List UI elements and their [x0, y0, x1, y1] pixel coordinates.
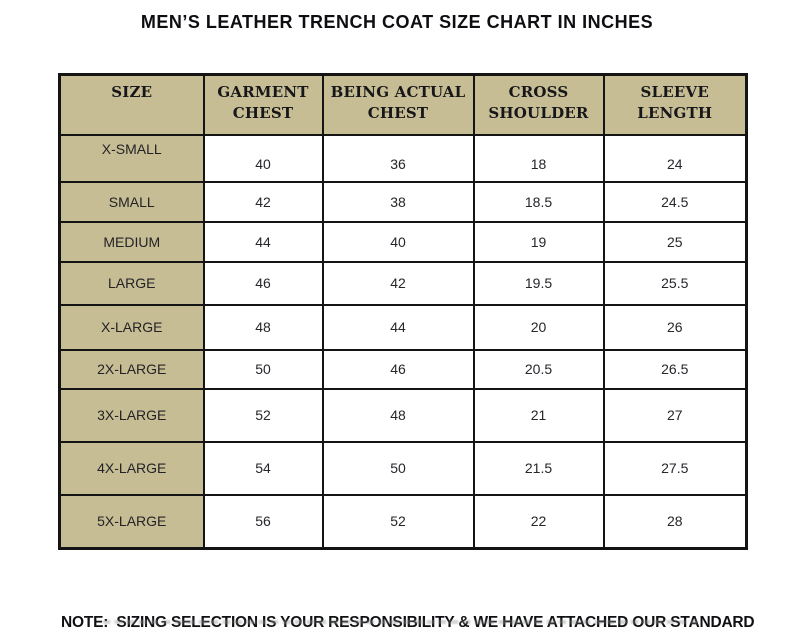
sleeve-length-cell: 26.5: [602, 348, 748, 390]
size-chart-table: SIZE GARMENT CHEST BEING ACTUAL CHEST CR…: [58, 73, 748, 550]
size-label-cell: X-LARGE: [58, 303, 205, 351]
column-header-sleeve-length: SLEEVE LENGTH: [602, 73, 748, 136]
cross-shoulder-cell: 20.5: [472, 348, 605, 390]
sleeve-length-cell: 24: [602, 133, 748, 183]
column-header-garment-chest: GARMENT CHEST: [202, 73, 324, 136]
sleeve-length-cell: 26: [602, 303, 748, 351]
actual-chest-cell: 38: [321, 180, 475, 223]
sleeve-length-cell: 25.5: [602, 260, 748, 306]
garment-chest-cell: 46: [202, 260, 324, 306]
cross-shoulder-cell: 21: [472, 387, 605, 443]
actual-chest-cell: 44: [321, 303, 475, 351]
sleeve-length-cell: 24.5: [602, 180, 748, 223]
cross-shoulder-cell: 18.5: [472, 180, 605, 223]
cross-shoulder-cell: 22: [472, 493, 605, 550]
table-header-row: SIZE GARMENT CHEST BEING ACTUAL CHEST CR…: [58, 73, 748, 136]
garment-chest-cell: 50: [202, 348, 324, 390]
size-label-cell: 2X-LARGE: [58, 348, 205, 390]
actual-chest-cell: 48: [321, 387, 475, 443]
cross-shoulder-cell: 21.5: [472, 440, 605, 496]
size-label-cell: 4X-LARGE: [58, 440, 205, 496]
actual-chest-cell: 36: [321, 133, 475, 183]
column-header-cross-shoulder: CROSS SHOULDER: [472, 73, 605, 136]
size-label-cell: MEDIUM: [58, 220, 205, 263]
sleeve-length-cell: 25: [602, 220, 748, 263]
table-row: 5X-LARGE 56 52 22 28: [58, 493, 748, 550]
sleeve-length-cell: 27.5: [602, 440, 748, 496]
table-row: MEDIUM 44 40 19 25: [58, 220, 748, 263]
actual-chest-cell: 46: [321, 348, 475, 390]
table-row: LARGE 46 42 19.5 25.5: [58, 260, 748, 306]
cross-shoulder-cell: 18: [472, 133, 605, 183]
actual-chest-cell: 42: [321, 260, 475, 306]
actual-chest-cell: 50: [321, 440, 475, 496]
sleeve-length-cell: 27: [602, 387, 748, 443]
page-title: MEN’S LEATHER TRENCH COAT SIZE CHART IN …: [140, 12, 654, 32]
garment-chest-cell: 54: [202, 440, 324, 496]
cropped-artifact-line: [103, 620, 698, 624]
size-label-cell: LARGE: [58, 260, 205, 306]
size-label-cell: 5X-LARGE: [58, 493, 205, 550]
size-label-cell: 3X-LARGE: [58, 387, 205, 443]
table-row: SMALL 42 38 18.5 24.5: [58, 180, 748, 223]
cross-shoulder-cell: 20: [472, 303, 605, 351]
garment-chest-cell: 56: [202, 493, 324, 550]
size-label-cell: SMALL: [58, 180, 205, 223]
size-label-cell: X-SMALL: [58, 133, 205, 183]
table-row: 2X-LARGE 50 46 20.5 26.5: [58, 348, 748, 390]
cross-shoulder-cell: 19: [472, 220, 605, 263]
table-row: 3X-LARGE 52 48 21 27: [58, 387, 748, 443]
table-row: X-LARGE 48 44 20 26: [58, 303, 748, 351]
garment-chest-cell: 42: [202, 180, 324, 223]
table-row: 4X-LARGE 54 50 21.5 27.5: [58, 440, 748, 496]
table-row: X-SMALL 40 36 18 24: [58, 133, 748, 183]
garment-chest-cell: 40: [202, 133, 324, 183]
garment-chest-cell: 44: [202, 220, 324, 263]
column-header-size: SIZE: [58, 73, 205, 136]
sizing-note-line: NOTE: SIZING SELECTION IS YOUR RESPONSIB…: [61, 614, 755, 629]
garment-chest-cell: 52: [202, 387, 324, 443]
column-header-being-actual-chest: BEING ACTUAL CHEST: [321, 73, 475, 136]
cross-shoulder-cell: 19.5: [472, 260, 605, 306]
actual-chest-cell: 52: [321, 493, 475, 550]
garment-chest-cell: 48: [202, 303, 324, 351]
actual-chest-cell: 40: [321, 220, 475, 263]
sleeve-length-cell: 28: [602, 493, 748, 550]
sizing-note: NOTE: SIZING SELECTION IS YOUR RESPONSIB…: [31, 558, 779, 629]
